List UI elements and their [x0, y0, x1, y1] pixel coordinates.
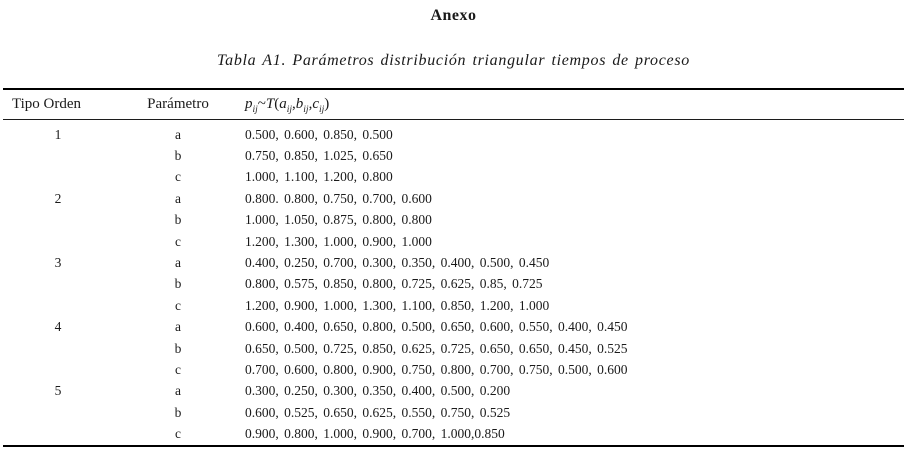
- values-cell: 1.000, 1.050, 0.875, 0.800, 0.800: [245, 212, 432, 228]
- values-cell: 0.300, 0.250, 0.300, 0.350, 0.400, 0.500…: [245, 383, 511, 399]
- table-row: 4 a 0.600, 0.400, 0.650, 0.800, 0.500, 0.6…: [3, 317, 904, 338]
- column-header-distribution-formula: pij~T(aij,bij,cij): [245, 96, 330, 115]
- table-row: b 0.650, 0.500, 0.725, 0.850, 0.625, 0.72…: [3, 338, 904, 359]
- order-type-cell: 1: [54, 126, 62, 142]
- table-row: 5 a 0.300, 0.250, 0.300, 0.350, 0.400, 0.5…: [3, 381, 904, 402]
- table-row: b 1.000, 1.050, 0.875, 0.800, 0.800: [3, 210, 904, 231]
- column-header-parametro: Parámetro: [147, 96, 209, 112]
- values-cell: 0.700, 0.600, 0.800, 0.900, 0.750, 0.800…: [245, 361, 628, 377]
- values-cell: 0.500, 0.600, 0.850, 0.500: [245, 126, 393, 142]
- parameter-cell: c: [175, 233, 181, 249]
- annex-title: Anexo: [430, 7, 477, 24]
- parameter-cell: b: [174, 340, 182, 356]
- values-cell: 1.200, 1.300, 1.000, 0.900, 1.000: [245, 233, 432, 249]
- order-type-cell: 3: [54, 255, 62, 271]
- values-cell: 0.400, 0.250, 0.700, 0.300, 0.350, 0.400…: [245, 255, 550, 271]
- parameter-cell: b: [174, 404, 182, 420]
- values-cell: 0.800. 0.800, 0.750, 0.700, 0.600: [245, 190, 432, 206]
- parameter-cell: b: [174, 276, 182, 292]
- order-type-cell: 4: [54, 319, 62, 335]
- table-row: c 1.200, 0.900, 1.000, 1.300, 1.100, 0.85…: [3, 295, 904, 316]
- table-caption-text: Tabla A1. Parámetros distribución triang…: [217, 52, 690, 69]
- column-header-tipo-orden: Tipo Orden: [12, 96, 82, 112]
- values-cell: 0.750, 0.850, 1.025, 0.650: [245, 148, 393, 164]
- values-cell: 1.200, 0.900, 1.000, 1.300, 1.100, 0.850…: [245, 297, 550, 313]
- values-cell: 0.800, 0.575, 0.850, 0.800, 0.725, 0.625…: [245, 276, 543, 292]
- parameters-table: Tipo Orden Parámetro pij~T(aij,bij,cij) …: [3, 88, 904, 447]
- parameter-cell: c: [175, 361, 181, 377]
- table-row: c 0.900, 0.800, 1.000, 0.900, 0.700, 1.00…: [3, 423, 904, 444]
- parameter-cell: a: [175, 255, 181, 271]
- parameter-cell: a: [175, 190, 181, 206]
- parameter-cell: a: [175, 383, 181, 399]
- parameter-cell: a: [175, 126, 181, 142]
- values-cell: 0.650, 0.500, 0.725, 0.850, 0.625, 0.725…: [245, 340, 628, 356]
- table-row: c 1.200, 1.300, 1.000, 0.900, 1.000: [3, 231, 904, 252]
- order-type-cell: 2: [54, 190, 62, 206]
- table-row: b 0.800, 0.575, 0.850, 0.800, 0.725, 0.62…: [3, 274, 904, 295]
- parameter-cell: c: [175, 297, 181, 313]
- parameter-cell: b: [174, 212, 182, 228]
- values-cell: 1.000, 1.100, 1.200, 0.800: [245, 169, 393, 185]
- parameter-cell: c: [175, 426, 181, 442]
- table-row: 2 a 0.800. 0.800, 0.750, 0.700, 0.600: [3, 188, 904, 209]
- table-row: b 0.600, 0.525, 0.650, 0.625, 0.550, 0.75…: [3, 402, 904, 423]
- parameter-cell: c: [175, 169, 181, 185]
- values-cell: 0.600, 0.400, 0.650, 0.800, 0.500, 0.650…: [245, 319, 628, 335]
- table-header-row: Tipo Orden Parámetro pij~T(aij,bij,cij): [3, 88, 904, 120]
- table-row: 1 a 0.500, 0.600, 0.850, 0.500: [3, 124, 904, 145]
- order-type-cell: 5: [54, 383, 62, 399]
- parameter-cell: b: [174, 148, 182, 164]
- table-row: 3 a 0.400, 0.250, 0.700, 0.300, 0.350, 0.4…: [3, 252, 904, 273]
- table-row: b 0.750, 0.850, 1.025, 0.650: [3, 145, 904, 166]
- table-caption: Tabla A1. Parámetros distribución triang…: [0, 52, 907, 70]
- parameter-cell: a: [175, 319, 181, 335]
- table-body: 1 a 0.500, 0.600, 0.850, 0.500 b 0.750, 0.85…: [3, 120, 904, 447]
- table-row: c 1.000, 1.100, 1.200, 0.800: [3, 167, 904, 188]
- table-row: c 0.700, 0.600, 0.800, 0.900, 0.750, 0.80…: [3, 359, 904, 380]
- values-cell: 0.600, 0.525, 0.650, 0.625, 0.550, 0.750…: [245, 404, 511, 420]
- values-cell: 0.900, 0.800, 1.000, 0.900, 0.700, 1.000…: [245, 426, 505, 442]
